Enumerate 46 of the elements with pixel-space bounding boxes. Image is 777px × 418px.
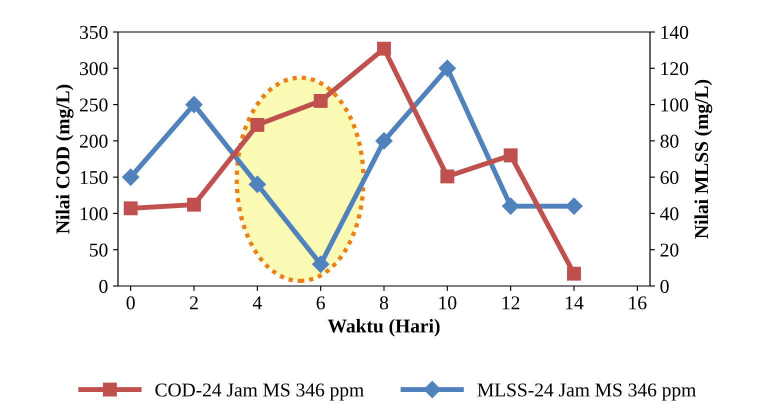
x-tick-label: 6 <box>316 296 325 310</box>
y2-tick-label: 140 <box>661 26 688 39</box>
point <box>250 118 264 132</box>
x-tick-label: 8 <box>380 296 388 310</box>
x-tick-label: 4 <box>252 296 262 310</box>
y2-tick-label: 80 <box>660 134 678 148</box>
y-tick-label: 350 <box>80 26 108 39</box>
y2-tick-label: 20 <box>660 244 678 257</box>
point <box>375 132 393 150</box>
legend-label: MLSS-24 Jam MS 346 ppm <box>478 383 696 400</box>
x-tick-label: 2 <box>190 296 198 310</box>
point <box>122 168 140 186</box>
y2-tick-label: 100 <box>661 98 688 112</box>
point <box>565 198 583 215</box>
legend-label: COD-24 Jam MS 346 ppm <box>155 383 364 400</box>
point <box>124 201 138 216</box>
point <box>248 176 266 193</box>
point <box>312 256 330 273</box>
y-tick-label: 150 <box>80 170 108 184</box>
x-tick-label: 14 <box>566 296 584 310</box>
point <box>187 198 201 212</box>
y-tick-label: 0 <box>99 280 108 293</box>
x-tick-label: 0 <box>126 296 135 310</box>
y-tick-label: 250 <box>80 98 108 112</box>
point <box>502 198 520 215</box>
point <box>567 266 581 281</box>
y2-tick-label: 60 <box>660 170 678 184</box>
y-tick-label: 50 <box>90 244 108 257</box>
y-tick-label: 100 <box>80 207 108 220</box>
point <box>314 94 328 108</box>
point <box>377 42 391 56</box>
y-axis-title: Nilai COD (mg/L) <box>56 84 74 234</box>
y2-tick-label: 0 <box>660 280 669 293</box>
point <box>504 148 518 162</box>
y-tick-label: 300 <box>80 62 108 76</box>
point <box>440 169 454 184</box>
y2-tick-label: 40 <box>660 207 678 220</box>
y-tick-label: 200 <box>80 134 108 148</box>
x-tick-label: 12 <box>502 296 520 310</box>
x-tick-label: 10 <box>439 296 456 310</box>
x-axis-title: Waktu (Hari) <box>328 318 440 337</box>
y2-tick-label: 120 <box>661 62 688 76</box>
point <box>185 96 203 114</box>
y2-axis-title: Nilai MLSS (mg/L) <box>694 80 712 239</box>
point <box>438 60 456 77</box>
x-tick-label: 16 <box>629 296 646 310</box>
